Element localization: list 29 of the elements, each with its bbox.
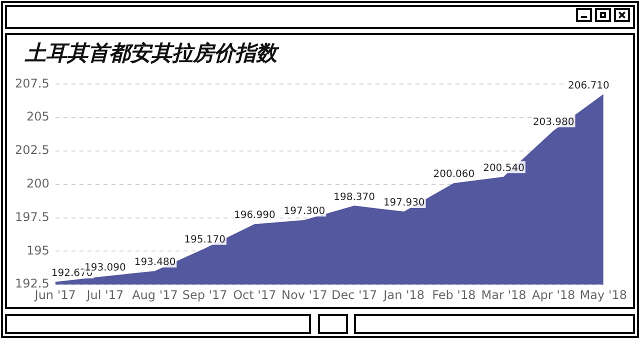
y-tick-label: 195 <box>26 243 50 258</box>
y-tick-label: 205 <box>26 110 50 124</box>
x-tick-label: Mar '18 <box>481 288 526 302</box>
chart-title: 土耳其首都安其拉房价指数 <box>25 40 277 67</box>
data-label: 195.170 <box>184 234 226 246</box>
data-label: 193.480 <box>134 257 176 268</box>
data-label: 196.990 <box>234 210 276 222</box>
data-label: 200.060 <box>433 169 475 180</box>
data-label: 203.980 <box>532 116 574 128</box>
data-label: 192.670 <box>51 268 93 279</box>
y-tick-label: 200 <box>26 176 50 191</box>
data-label: 206.710 <box>568 80 610 92</box>
y-tick-label: 207.5 <box>14 76 50 90</box>
data-label: 197.930 <box>383 198 425 209</box>
x-tick-label: Apr '18 <box>532 288 576 302</box>
x-tick-label: Jan '18 <box>382 288 425 302</box>
data-label: 197.300 <box>284 206 326 218</box>
y-tick-label: 197.5 <box>14 210 50 224</box>
x-tick-label: Aug '17 <box>132 288 178 302</box>
data-label: 198.370 <box>334 192 375 203</box>
x-tick-label: Feb '18 <box>432 288 476 302</box>
x-tick-label: Jul '17 <box>86 288 124 302</box>
x-tick-label: May '18 <box>580 288 628 302</box>
x-tick-label: Sep '17 <box>182 288 228 302</box>
x-tick-label: Nov '17 <box>282 288 328 302</box>
data-label: 200.540 <box>483 162 524 174</box>
y-tick-label: 202.5 <box>14 143 50 158</box>
x-tick-label: Dec '17 <box>331 288 378 302</box>
x-tick-label: Oct '17 <box>233 288 276 302</box>
